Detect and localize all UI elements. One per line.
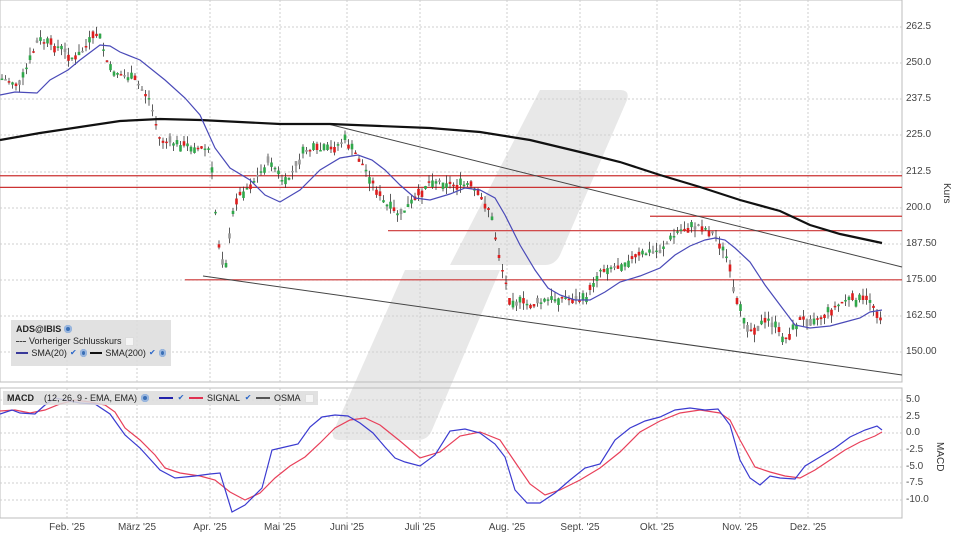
sma200-swatch <box>90 352 103 354</box>
sma20-settings-gear-icon[interactable] <box>79 349 87 357</box>
price-tick-label: 237.5 <box>906 93 932 104</box>
price-tick-label: 250.0 <box>906 57 932 68</box>
osma-label: OSMA <box>274 393 301 403</box>
macd-tick-label: -10.0 <box>906 494 929 505</box>
price-tick-label: 162.50 <box>906 310 937 321</box>
settings-gear-icon[interactable] <box>64 325 73 333</box>
macd-tick-label: -5.0 <box>906 461 924 472</box>
macd-panel <box>0 387 903 519</box>
prev-close-checkbox[interactable] <box>124 336 134 346</box>
time-tick-label: Aug. '25 <box>488 522 526 533</box>
sma20-line <box>0 44 883 329</box>
macd-settings-gear-icon[interactable] <box>141 394 150 402</box>
osma-checkbox[interactable] <box>304 393 314 403</box>
macd-swatch <box>159 397 174 399</box>
price-tick-label: 150.00 <box>906 346 937 357</box>
time-tick-label: März '25 <box>117 522 157 533</box>
price-axis-title: Kurs <box>941 183 952 204</box>
time-tick-label: Nov. '25 <box>722 522 758 533</box>
time-tick-label: Juni '25 <box>329 522 365 533</box>
trend-lines <box>202 123 903 376</box>
price-tick-label: 225.0 <box>906 129 932 140</box>
macd-tick-label: 0.0 <box>906 427 920 438</box>
macd-line <box>0 397 883 513</box>
sma200-settings-gear-icon[interactable] <box>158 349 166 357</box>
macd-title: MACD <box>7 393 34 403</box>
macd-axis-title: MACD <box>934 442 945 472</box>
macd-tick-label: -2.5 <box>906 444 924 455</box>
price-tick-label: 187.50 <box>906 238 937 249</box>
prev-close-swatch <box>16 340 26 342</box>
grid-lines <box>0 0 902 518</box>
signal-label: SIGNAL <box>207 393 241 403</box>
price-tick-label: 212.5 <box>906 166 932 177</box>
sma200-checkbox-check-icon[interactable]: ✔ <box>149 348 156 357</box>
time-tick-label: Feb. '25 <box>49 522 85 533</box>
macd-tick-label: 2.5 <box>906 411 920 422</box>
time-tick-label: Sept. '25 <box>560 522 600 533</box>
macd-legend: MACD (12, 26, 9 - EMA, EMA) ✔ SIGNAL ✔ O… <box>3 391 318 405</box>
time-tick-label: Mai '25 <box>264 522 296 533</box>
sma20-swatch <box>16 352 29 354</box>
sma20-checkbox-check-icon[interactable]: ✔ <box>70 348 77 357</box>
price-legend: ADS@IBIS Vorheriger Schlusskurs SMA(20) … <box>11 320 171 366</box>
macd-checkbox-check-icon[interactable]: ✔ <box>177 393 185 402</box>
signal-line <box>0 399 883 501</box>
time-tick-label: Dez. '25 <box>789 522 827 533</box>
price-tick-label: 262.5 <box>906 21 932 32</box>
prev-close-label: Vorheriger Schlusskurs <box>29 336 122 346</box>
time-tick-label: Juli '25 <box>404 522 436 533</box>
price-panel <box>0 0 903 383</box>
price-tick-label: 175.00 <box>906 274 937 285</box>
osma-swatch <box>256 397 271 399</box>
signal-checkbox-check-icon[interactable]: ✔ <box>244 393 252 402</box>
symbol-label: ADS@IBIS <box>16 324 62 334</box>
support-resistance-lines <box>0 175 902 281</box>
signal-swatch <box>189 397 204 399</box>
macd-params: (12, 26, 9 - EMA, EMA) <box>44 393 138 403</box>
candlesticks <box>0 26 882 346</box>
sma20-label: SMA(20) <box>31 348 67 358</box>
sma200-line <box>0 117 883 245</box>
price-tick-label: 200.0 <box>906 202 932 213</box>
time-tick-label: Apr. '25 <box>193 522 227 533</box>
sma200-label: SMA(200) <box>105 348 146 358</box>
macd-tick-label: -7.5 <box>906 477 924 488</box>
time-tick-label: Okt. '25 <box>639 522 675 533</box>
macd-tick-label: 5.0 <box>906 394 920 405</box>
